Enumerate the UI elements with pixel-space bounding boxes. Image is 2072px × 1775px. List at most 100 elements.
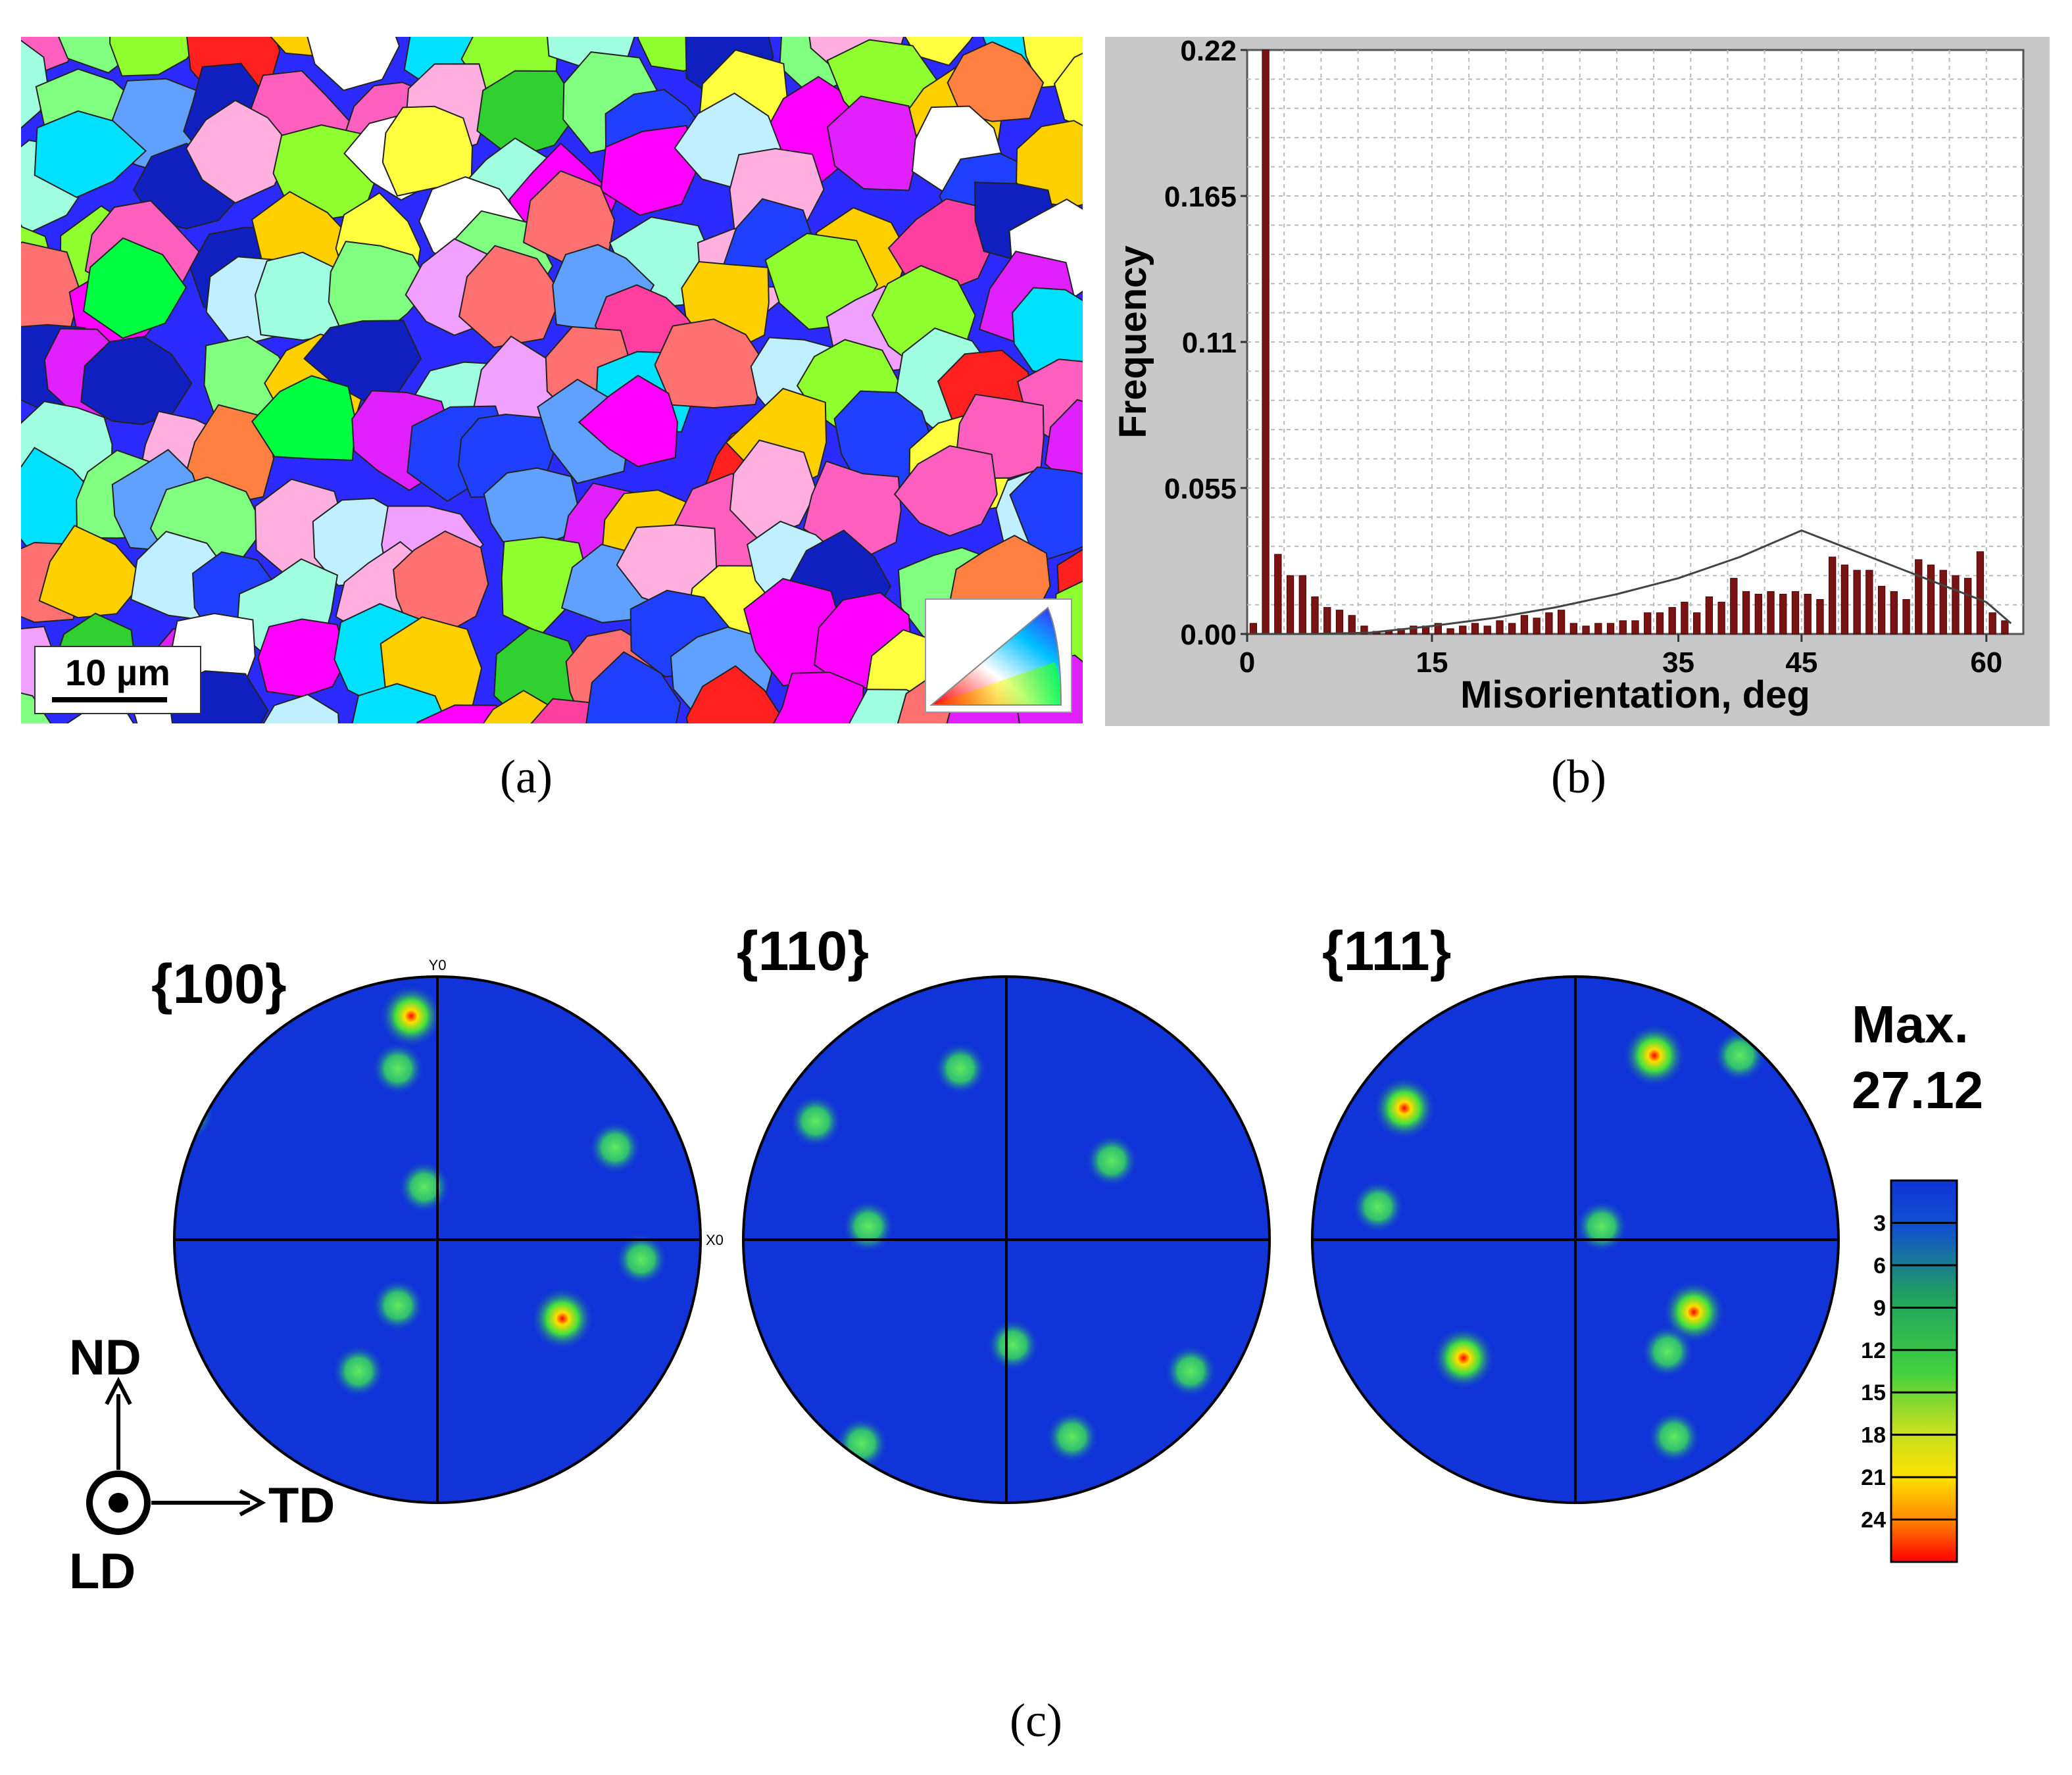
pole-density-spot xyxy=(1575,1200,1628,1253)
bar xyxy=(1582,625,1590,635)
bar xyxy=(1471,623,1479,635)
pole-figures: {100} {110} {111} Y0 X0 ND TD LD Max. 27.12 3 6 9 12 1… xyxy=(39,920,2052,1618)
colorbar xyxy=(1890,1179,1958,1563)
y-axis-label: Frequency xyxy=(1112,245,1154,438)
bar xyxy=(1274,554,1282,635)
td-arrow-icon xyxy=(239,1489,266,1517)
bar xyxy=(1644,612,1652,635)
bar xyxy=(1459,625,1467,635)
pole-density-spot xyxy=(1714,1029,1766,1082)
td-label: TD xyxy=(268,1478,335,1534)
bar xyxy=(1286,575,1295,635)
nd-arrow-icon xyxy=(105,1376,132,1405)
pole-density-spot xyxy=(1648,1411,1700,1463)
bar xyxy=(1298,575,1306,635)
y-tick-label: 0.22 xyxy=(1180,37,1237,67)
pole-density-spot xyxy=(589,1121,641,1174)
ipf-color-key-icon xyxy=(925,598,1072,713)
series-line-mackenzie xyxy=(1247,529,2012,635)
bar xyxy=(1606,623,1615,635)
bar xyxy=(1557,610,1566,635)
pole-density-spot xyxy=(380,985,443,1048)
grain xyxy=(262,694,339,723)
pole-figure-title: {110} xyxy=(737,927,869,982)
bar xyxy=(1952,575,1960,635)
pole-density-spot xyxy=(1641,1325,1694,1378)
bar xyxy=(1705,596,1714,635)
bar xyxy=(1693,612,1701,635)
y-tick-label: 0.00 xyxy=(1180,619,1237,651)
pole-density-spot xyxy=(934,1042,987,1095)
x-tick-label: 15 xyxy=(1416,646,1448,679)
y-tick-label: 0.165 xyxy=(1164,181,1237,213)
bar xyxy=(1717,602,1725,635)
grain xyxy=(34,110,147,199)
nd-label: ND xyxy=(69,1330,141,1386)
grain xyxy=(458,245,563,349)
grain xyxy=(476,70,581,159)
bar xyxy=(1829,556,1837,635)
x-axis-label: Misorientation, deg xyxy=(1460,673,1810,716)
pole-density-spot xyxy=(372,1042,424,1095)
pole-density-spot xyxy=(398,1161,451,1213)
bar xyxy=(1964,577,1972,635)
pole-density-spot xyxy=(987,1319,1039,1371)
grain xyxy=(393,530,489,635)
bar xyxy=(1840,564,1849,635)
grain xyxy=(1053,52,1083,128)
max-value: 27.12 xyxy=(1852,1061,1983,1119)
bar xyxy=(1323,607,1331,635)
grain xyxy=(654,318,767,409)
pole-density-spot xyxy=(615,1233,668,1286)
pole-density-spot xyxy=(1352,1180,1404,1233)
bar xyxy=(1434,623,1442,635)
bar xyxy=(1619,620,1627,635)
pole-density-spot xyxy=(835,1417,888,1470)
bar xyxy=(1902,599,1910,635)
bar xyxy=(1545,612,1553,635)
bar xyxy=(1446,628,1454,635)
bar xyxy=(1742,591,1750,635)
pole-density-spot xyxy=(1085,1134,1138,1187)
pole-density-spot xyxy=(372,1279,424,1332)
bar xyxy=(1791,591,1800,635)
colorbar-tick-label: 6 xyxy=(1873,1253,1886,1278)
pole-density-spot xyxy=(789,1095,842,1148)
ld-label: LD xyxy=(69,1544,136,1599)
scale-bar: 10 µm xyxy=(34,646,201,714)
grain xyxy=(251,375,357,461)
grain xyxy=(351,683,448,723)
bar xyxy=(1877,585,1886,635)
grain xyxy=(685,665,783,723)
bar xyxy=(1853,570,1861,635)
pole-density-spot xyxy=(1164,1345,1217,1398)
pole-figure-intensity xyxy=(174,985,668,1398)
pole-density-spot xyxy=(842,1200,895,1253)
bar xyxy=(1496,620,1504,635)
bar xyxy=(1988,612,1996,635)
colorbar-tick-label: 21 xyxy=(1861,1465,1886,1490)
x-tick-label: 0 xyxy=(1239,646,1255,679)
caption-b: (b) xyxy=(1551,750,1606,803)
caption-c: (c) xyxy=(1010,1694,1062,1747)
grain xyxy=(904,37,974,66)
pole-density-spot xyxy=(1046,1411,1098,1463)
bar xyxy=(1939,570,1947,635)
pole-figure-title: {111} xyxy=(1322,927,1451,982)
bar xyxy=(1335,610,1344,635)
bar xyxy=(1816,599,1824,635)
bar xyxy=(1483,625,1491,635)
bar xyxy=(1915,559,1923,635)
bar xyxy=(1890,591,1898,635)
scale-bar-label: 10 µm xyxy=(65,652,170,693)
bar xyxy=(1927,564,1935,635)
colorbar-tick-label: 9 xyxy=(1873,1296,1886,1321)
y0-axis-label: Y0 xyxy=(429,957,447,973)
bar xyxy=(1779,593,1787,635)
bar xyxy=(1767,591,1775,635)
misorientation-chart-svg: 0.00 0.055 0.11 0.165 0.22 0 15 35 45 60 Misorient… xyxy=(1112,35,2025,716)
bar xyxy=(2001,620,2009,635)
grain xyxy=(947,41,1045,122)
grain xyxy=(1009,466,1083,564)
bar xyxy=(1508,623,1516,635)
